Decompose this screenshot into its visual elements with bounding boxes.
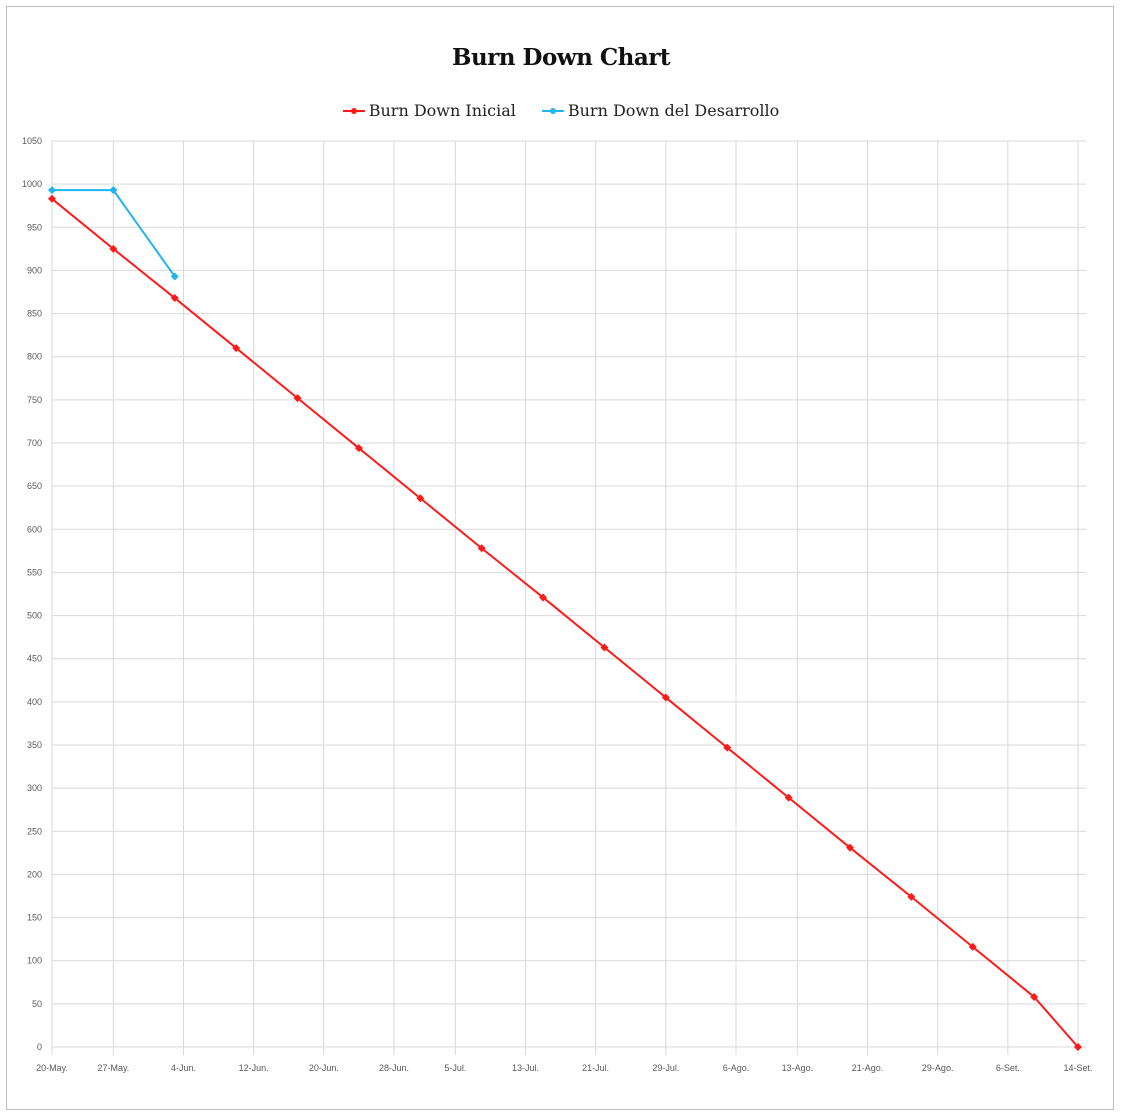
x-tick-label: 6-Ago. [723, 1063, 750, 1073]
y-tick-label: 350 [27, 740, 42, 750]
y-tick-label: 500 [27, 611, 42, 621]
x-tick-label: 27-May. [97, 1063, 129, 1073]
legend-item-initial: Burn Down Inicial [342, 101, 516, 120]
y-tick-label: 100 [27, 956, 42, 966]
data-point-initial [784, 793, 793, 802]
x-tick-label: 20-Jun. [309, 1063, 339, 1073]
legend-label-initial: Burn Down Inicial [368, 101, 516, 120]
data-point-initial [600, 643, 609, 652]
y-tick-label: 800 [27, 352, 42, 362]
y-tick-label: 1050 [22, 136, 42, 146]
y-tick-label: 700 [27, 438, 42, 448]
data-point-development [48, 186, 56, 195]
y-tick-label: 600 [27, 524, 42, 534]
y-tick-label: 650 [27, 481, 42, 491]
y-tick-label: 950 [27, 222, 42, 232]
legend-swatch-development [541, 105, 564, 117]
x-tick-label: 29-Jul. [652, 1063, 679, 1073]
data-point-initial [539, 593, 548, 602]
y-tick-label: 900 [27, 265, 42, 275]
x-tick-label: 29-Ago. [922, 1063, 954, 1073]
y-tick-label: 550 [27, 567, 42, 577]
data-point-initial [1030, 992, 1039, 1001]
data-point-initial [477, 544, 486, 553]
data-point-initial [354, 444, 363, 453]
x-tick-label: 12-Jun. [239, 1063, 269, 1073]
data-point-initial [968, 942, 977, 951]
y-tick-label: 400 [27, 697, 42, 707]
data-point-initial [661, 693, 670, 702]
y-tick-label: 250 [27, 826, 42, 836]
series-line-initial [51, 198, 1079, 1048]
x-tick-label: 28-Jun. [379, 1063, 409, 1073]
data-point-initial [416, 494, 425, 503]
legend-item-development: Burn Down del Desarrollo [541, 101, 780, 120]
x-tick-label: 21-Jul. [582, 1063, 609, 1073]
legend-label-development: Burn Down del Desarrollo [567, 101, 780, 120]
legend-swatch-initial [342, 105, 365, 117]
y-tick-label: 750 [27, 395, 42, 405]
y-tick-label: 0 [37, 1042, 42, 1052]
legend: Burn Down Inicial Burn Down del Desarrol… [0, 101, 1122, 120]
y-tick-label: 850 [27, 309, 42, 319]
data-point-initial [48, 194, 56, 203]
data-point-initial [723, 743, 732, 752]
data-point-initial [232, 344, 241, 353]
y-tick-label: 150 [27, 913, 42, 923]
x-tick-label: 21-Ago. [852, 1063, 884, 1073]
x-tick-label: 13-Jul. [512, 1063, 539, 1073]
y-tick-label: 450 [27, 654, 42, 664]
data-point-initial [109, 244, 118, 253]
data-point-development [170, 272, 179, 281]
y-tick-label: 300 [27, 783, 42, 793]
x-tick-label: 20-May. [36, 1063, 68, 1073]
chart-title: Burn Down Chart [452, 44, 671, 71]
y-tick-label: 50 [32, 999, 42, 1009]
y-tick-label: 200 [27, 869, 42, 879]
x-tick-label: 13-Ago. [782, 1063, 814, 1073]
x-tick-label: 4-Jun. [171, 1063, 196, 1073]
data-point-initial [293, 394, 302, 403]
x-tick-label: 14-Set. [1063, 1063, 1092, 1073]
data-point-initial [170, 294, 179, 303]
data-point-initial [1074, 1043, 1082, 1051]
x-tick-label: 6-Set. [996, 1063, 1020, 1073]
y-tick-label: 1000 [22, 179, 42, 189]
data-point-initial [907, 892, 916, 901]
data-point-development [109, 186, 118, 195]
chart-frame [6, 6, 1114, 1110]
x-tick-label: 5-Jul. [444, 1063, 466, 1073]
data-point-initial [846, 843, 854, 852]
